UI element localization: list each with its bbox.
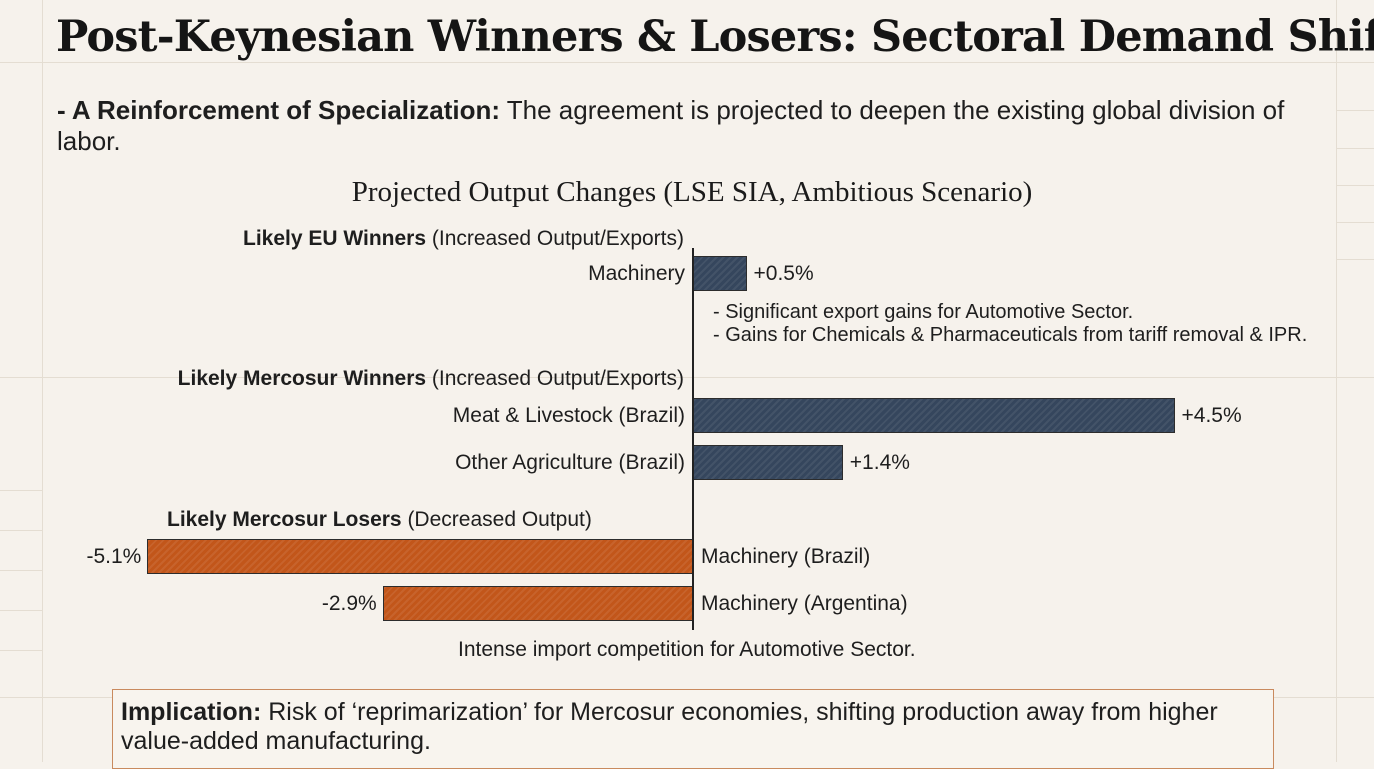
group-label-rest: (Increased Output/Exports) [426, 367, 684, 390]
implication-box: Implication: Risk of ‘reprimarization’ f… [112, 689, 1274, 769]
subtitle-lead: - A Reinforcement of Specialization: [57, 95, 501, 125]
grid-line [42, 0, 43, 762]
bar-other-agriculture-brazil [693, 445, 843, 480]
subtitle: - A Reinforcement of Specialization: The… [57, 95, 1317, 157]
grid-line [0, 62, 1374, 63]
eu-note-chemicals: - Gains for Chemicals & Pharmaceuticals … [713, 324, 1308, 346]
grid-line [0, 490, 42, 491]
bar-machinery [693, 256, 747, 291]
grid-line [1336, 110, 1374, 111]
bar-machinery-argentina [382, 586, 693, 621]
category-label: Machinery [588, 262, 685, 285]
category-label: Other Agriculture (Brazil) [455, 451, 685, 474]
bar-meat-livestock-brazil [693, 398, 1175, 433]
grid-line [1336, 259, 1374, 260]
grid-line [0, 530, 42, 531]
data-label: +4.5% [1181, 404, 1242, 427]
category-label: Machinery (Brazil) [701, 545, 871, 568]
subtitle-text: The agreement is projected to deepen the… [57, 95, 1285, 156]
loser-note: Intense import competition for Automotiv… [458, 638, 916, 661]
data-label: +1.4% [849, 451, 910, 474]
group-label-bold: Likely Mercosur Losers [167, 508, 402, 531]
grid-line [0, 610, 42, 611]
category-label: Machinery (Argentina) [701, 592, 908, 615]
grid-line [1336, 222, 1374, 223]
page-title: Post-Keynesian Winners & Losers: Sectora… [56, 12, 1374, 62]
data-label: +0.5% [753, 262, 814, 285]
grid-line [1336, 0, 1337, 762]
group-label-mercosur-winners: Likely Mercosur Winners (Increased Outpu… [178, 367, 684, 391]
zero-axis [692, 248, 694, 630]
data-label: -5.1% [86, 545, 142, 568]
group-label-rest: (Decreased Output) [401, 508, 592, 531]
grid-line [0, 377, 1374, 378]
group-label-eu-winners: Likely EU Winners (Increased Output/Expo… [243, 227, 684, 251]
group-label-mercosur-losers: Likely Mercosur Losers (Decreased Output… [167, 508, 592, 532]
implication-text: Risk of ‘reprimarization’ for Mercosur e… [121, 698, 1218, 755]
category-label: Meat & Livestock (Brazil) [452, 404, 685, 427]
chart-title: Projected Output Changes (LSE SIA, Ambit… [351, 176, 1033, 208]
grid-line [1336, 185, 1374, 186]
group-label-rest: (Increased Output/Exports) [426, 227, 684, 250]
group-label-bold: Likely Mercosur Winners [177, 367, 427, 390]
eu-note-automotive: - Significant export gains for Automotiv… [713, 301, 1134, 323]
grid-line [0, 570, 42, 571]
group-label-bold: Likely EU Winners [243, 227, 427, 250]
bar-machinery-brazil [147, 539, 693, 574]
data-label: -2.9% [321, 592, 377, 615]
implication-lead: Implication: [121, 698, 262, 726]
grid-line [1336, 148, 1374, 149]
grid-line [0, 650, 42, 651]
